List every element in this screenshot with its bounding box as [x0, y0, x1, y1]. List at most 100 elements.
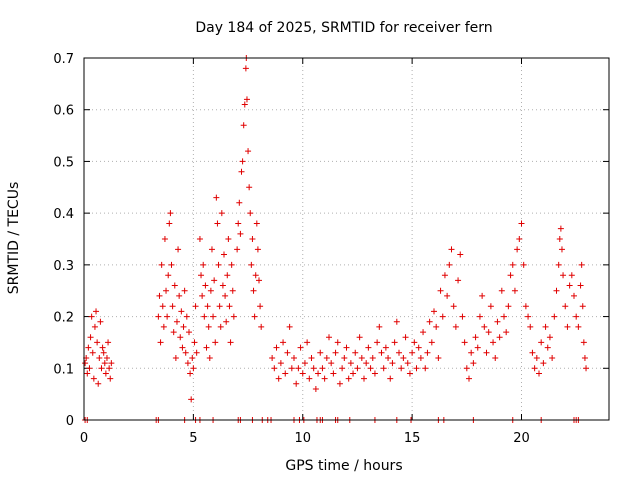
data-point: [257, 303, 264, 310]
data-point: [277, 360, 284, 367]
data-point: [101, 360, 108, 367]
data-point: [396, 349, 402, 356]
data-point: [330, 370, 337, 377]
data-point: [171, 282, 178, 289]
data-point: [380, 365, 387, 372]
data-point: [339, 365, 346, 372]
data-point: [520, 261, 527, 268]
data-point: [452, 323, 459, 330]
data-point: [213, 194, 220, 201]
data-point: [446, 261, 453, 268]
data-point: [225, 236, 232, 242]
data-point: [234, 246, 241, 253]
data-point: [187, 370, 194, 377]
data-point: [284, 349, 291, 356]
data-point: [203, 344, 210, 351]
data-point: [182, 349, 189, 356]
data-point: [275, 375, 282, 382]
data-point: [461, 339, 468, 346]
data-point: [321, 375, 328, 382]
data-point: [505, 303, 512, 310]
data-point: [167, 210, 174, 217]
data-point: [108, 360, 115, 367]
data-point: [238, 168, 245, 175]
data-point: [556, 236, 563, 242]
data-point: [199, 292, 206, 299]
data-point: [96, 354, 103, 361]
data-point: [230, 313, 237, 320]
data-point: [170, 329, 177, 336]
data-point: [319, 365, 326, 372]
data-point: [463, 365, 470, 372]
data-points: [82, 55, 590, 423]
data-point: [527, 323, 534, 330]
data-point: [343, 344, 350, 351]
data-point: [444, 292, 451, 299]
data-point: [97, 318, 104, 325]
data-point: [86, 365, 93, 372]
data-point: [306, 375, 313, 382]
x-tick-label: 0: [80, 431, 88, 446]
data-point: [549, 354, 556, 361]
data-point: [578, 261, 585, 268]
data-point: [241, 101, 248, 108]
data-point: [492, 354, 499, 361]
data-point: [334, 339, 341, 346]
data-point: [424, 349, 431, 356]
data-point: [173, 318, 180, 325]
data-point: [271, 365, 278, 372]
data-point: [420, 329, 427, 336]
data-point: [178, 308, 185, 315]
data-point: [509, 261, 516, 268]
data-point: [301, 360, 308, 367]
data-point: [202, 282, 209, 289]
data-point: [455, 277, 462, 284]
data-point: [457, 251, 464, 258]
data-point: [376, 323, 383, 330]
data-point: [577, 282, 584, 289]
data-point: [431, 308, 437, 315]
x-tick-label: 20: [513, 431, 530, 446]
data-point: [253, 220, 260, 227]
data-point: [533, 354, 540, 361]
data-point: [514, 246, 521, 253]
data-point: [354, 365, 361, 372]
data-point: [210, 313, 217, 320]
data-point: [315, 370, 322, 377]
data-point: [546, 334, 553, 341]
data-point: [580, 339, 587, 346]
data-point: [341, 354, 348, 361]
data-point: [525, 313, 532, 320]
data-point: [239, 158, 246, 165]
x-tick-label: 10: [294, 431, 311, 446]
data-point: [507, 272, 514, 279]
data-point: [378, 349, 385, 356]
data-point: [382, 344, 389, 351]
data-point: [393, 318, 400, 325]
data-point: [538, 339, 545, 346]
data-point: [575, 323, 582, 330]
x-axis-ticks: 0 5 10 15 20: [80, 58, 530, 446]
data-point: [248, 261, 255, 268]
y-tick-label: 0.7: [53, 52, 74, 67]
data-point: [98, 365, 105, 372]
data-point: [352, 349, 359, 356]
data-point: [175, 246, 182, 253]
data-point: [240, 122, 247, 129]
data-point: [218, 210, 225, 217]
data-point: [579, 303, 586, 310]
data-point: [84, 370, 91, 377]
data-point: [323, 354, 330, 361]
data-point: [398, 365, 405, 372]
data-point: [158, 261, 165, 268]
data-point: [282, 370, 289, 377]
data-point: [531, 365, 538, 372]
data-point: [347, 360, 354, 367]
data-point: [439, 313, 446, 320]
data-point: [103, 354, 110, 361]
data-point: [450, 303, 457, 310]
data-point: [435, 354, 442, 361]
data-point: [472, 334, 479, 341]
data-point: [172, 354, 179, 361]
data-point: [200, 261, 207, 268]
